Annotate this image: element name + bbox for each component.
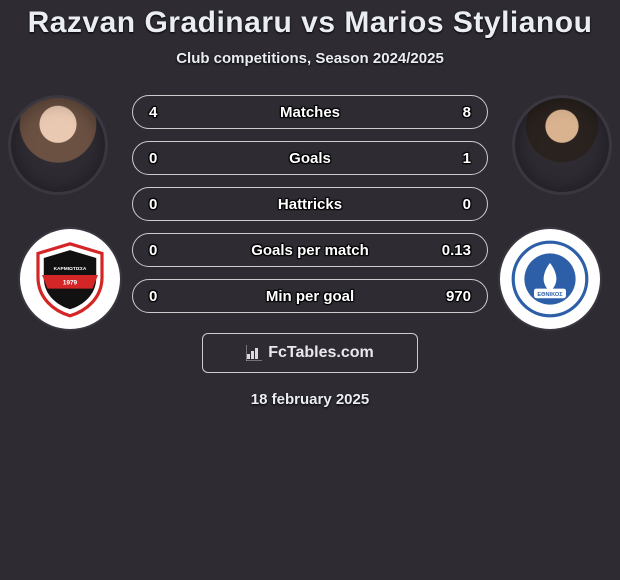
compare-area: ΚΑΡΜΙΩΤΙΣΣΑ 1979 ΕΘΝΙΚΟΣ 4 Matches 8 0 G… [0,95,620,321]
player-photo-right [512,95,612,195]
stat-row-gpm: 0 Goals per match 0.13 [132,233,488,267]
stat-row-hattricks: 0 Hattricks 0 [132,187,488,221]
stat-label: Goals per match [133,242,487,259]
shield-icon: ΚΑΡΜΙΩΤΙΣΣΑ 1979 [30,239,110,319]
stat-rows: 4 Matches 8 0 Goals 1 0 Hattricks 0 0 Go… [132,95,488,325]
stat-label: Goals [133,150,487,167]
stat-left: 0 [149,150,157,167]
svg-text:ΕΘΝΙΚΟΣ: ΕΘΝΙΚΟΣ [537,292,563,298]
stat-label: Matches [133,104,487,121]
page-title: Razvan Gradinaru vs Marios Stylianou [0,6,620,40]
emblem-icon: ΕΘΝΙΚΟΣ [510,239,590,319]
svg-text:1979: 1979 [63,280,78,287]
stat-right: 8 [463,104,471,121]
stat-right: 1 [463,150,471,167]
date: 18 february 2025 [0,391,620,408]
stat-left: 0 [149,196,157,213]
stat-row-mpg: 0 Min per goal 970 [132,279,488,313]
player-photo-left [8,95,108,195]
watermark: FcTables.com [202,333,418,373]
stat-right: 970 [446,288,471,305]
subtitle: Club competitions, Season 2024/2025 [0,50,620,67]
watermark-text: FcTables.com [268,344,374,362]
bar-chart-icon [246,345,262,361]
stat-right: 0 [463,196,471,213]
stat-right: 0.13 [442,242,471,259]
club-crest-left: ΚΑΡΜΙΩΤΙΣΣΑ 1979 [20,229,120,329]
svg-text:ΚΑΡΜΙΩΤΙΣΣΑ: ΚΑΡΜΙΩΤΙΣΣΑ [54,266,87,272]
stat-row-goals: 0 Goals 1 [132,141,488,175]
stat-left: 0 [149,242,157,259]
stat-left: 0 [149,288,157,305]
club-crest-right: ΕΘΝΙΚΟΣ [500,229,600,329]
stat-left: 4 [149,104,157,121]
stat-label: Hattricks [133,196,487,213]
comparison-card: Razvan Gradinaru vs Marios Stylianou Clu… [0,0,620,408]
stat-label: Min per goal [133,288,487,305]
stat-row-matches: 4 Matches 8 [132,95,488,129]
